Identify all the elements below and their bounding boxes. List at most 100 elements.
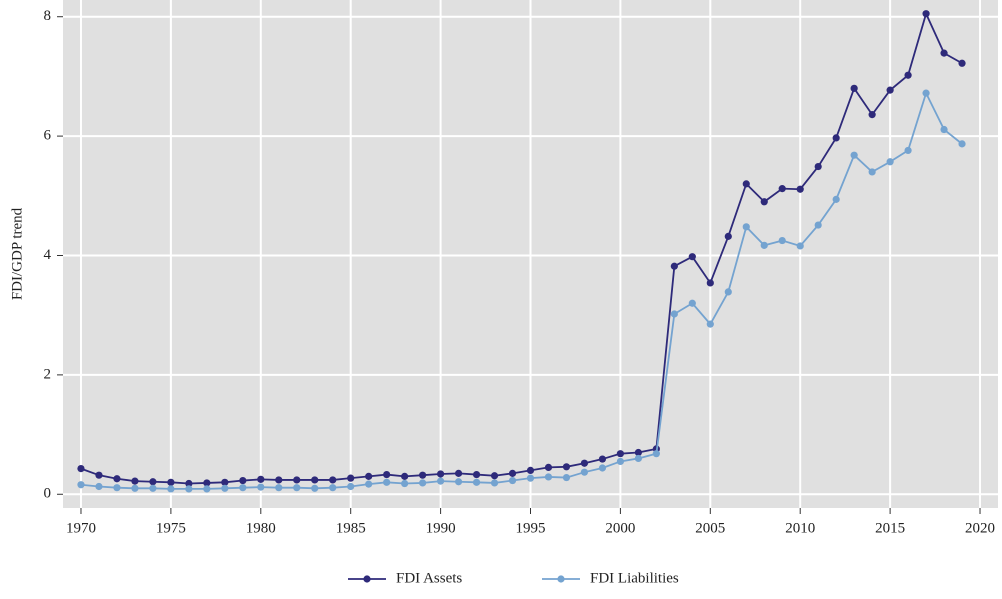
data-point xyxy=(275,484,283,492)
data-point xyxy=(436,477,445,485)
x-tick-label: 2020 xyxy=(965,520,995,536)
data-point xyxy=(706,279,714,287)
data-point xyxy=(95,482,103,491)
data-point xyxy=(922,89,930,97)
data-point xyxy=(419,479,427,487)
data-point xyxy=(850,84,858,92)
data-point xyxy=(958,59,966,67)
data-point xyxy=(365,480,373,488)
data-point xyxy=(221,478,229,486)
data-point xyxy=(922,10,930,18)
data-point xyxy=(185,485,193,493)
data-point xyxy=(778,185,786,193)
y-tick-label: 6 xyxy=(44,128,52,144)
data-point xyxy=(940,125,948,134)
data-point xyxy=(598,455,607,463)
y-axis-label: FDI/GDP trend xyxy=(9,207,25,300)
data-point xyxy=(203,479,211,487)
data-point xyxy=(562,463,571,471)
data-point xyxy=(526,474,535,482)
data-point xyxy=(311,476,319,484)
data-point xyxy=(652,450,660,458)
data-point xyxy=(257,475,265,483)
data-point xyxy=(419,471,427,479)
data-point xyxy=(886,158,894,166)
data-point xyxy=(508,469,517,477)
data-point xyxy=(940,49,948,57)
data-point xyxy=(454,478,463,486)
data-point xyxy=(706,320,714,328)
data-point xyxy=(688,299,696,307)
data-point xyxy=(832,195,840,203)
data-point xyxy=(544,473,553,481)
data-point xyxy=(688,253,696,261)
data-point xyxy=(796,242,804,250)
data-point xyxy=(203,485,211,493)
data-point xyxy=(113,475,121,483)
data-point xyxy=(167,478,175,486)
data-point xyxy=(742,223,750,231)
data-point xyxy=(167,485,175,493)
data-point xyxy=(868,168,876,176)
data-point xyxy=(724,232,732,240)
data-point xyxy=(634,448,642,457)
data-point xyxy=(401,479,409,488)
data-point xyxy=(742,180,750,188)
x-tick-label: 2005 xyxy=(695,520,725,536)
data-point xyxy=(329,484,337,492)
data-point xyxy=(365,472,373,480)
data-point xyxy=(670,310,678,318)
data-point xyxy=(796,185,804,193)
data-point xyxy=(526,466,535,474)
x-tick-label: 1990 xyxy=(426,520,456,536)
data-point xyxy=(778,236,786,245)
x-tick-label: 2010 xyxy=(785,520,815,536)
data-point xyxy=(383,478,391,486)
data-point xyxy=(77,465,85,473)
data-point xyxy=(329,476,337,484)
data-point xyxy=(814,162,822,171)
y-tick-label: 0 xyxy=(44,486,52,502)
data-point xyxy=(257,483,265,491)
data-point xyxy=(760,241,768,249)
data-point xyxy=(562,473,571,482)
data-point xyxy=(472,478,481,486)
data-point xyxy=(670,262,678,270)
x-tick-label: 2015 xyxy=(875,520,905,536)
data-point xyxy=(221,484,229,492)
data-point xyxy=(293,476,301,484)
y-tick-label: 4 xyxy=(44,247,52,263)
data-point xyxy=(77,481,85,489)
data-point xyxy=(616,450,625,458)
y-tick-label: 8 xyxy=(44,8,52,24)
data-point xyxy=(598,464,607,472)
data-point xyxy=(239,476,247,485)
data-point xyxy=(580,468,589,476)
data-point xyxy=(131,477,139,485)
data-point xyxy=(454,469,463,477)
legend-label: FDI Assets xyxy=(396,570,462,586)
x-tick-label: 1985 xyxy=(336,520,366,536)
data-point xyxy=(311,484,319,492)
x-tick-label: 1995 xyxy=(516,520,546,536)
data-point xyxy=(401,472,409,480)
data-point xyxy=(490,479,499,487)
data-point xyxy=(508,476,517,485)
data-point xyxy=(149,478,157,486)
x-tick-label: 1980 xyxy=(246,520,276,536)
data-point xyxy=(347,482,355,491)
data-point xyxy=(904,71,912,79)
data-point xyxy=(634,454,642,463)
data-point xyxy=(958,140,966,148)
data-point xyxy=(275,476,283,484)
data-point xyxy=(436,470,445,478)
legend-label: FDI Liabilities xyxy=(590,570,679,586)
data-point xyxy=(580,459,589,467)
data-point xyxy=(832,134,840,142)
data-point xyxy=(149,484,157,492)
data-point xyxy=(239,484,247,492)
data-point xyxy=(616,457,625,466)
data-point xyxy=(383,470,391,479)
x-tick-label: 1975 xyxy=(156,520,186,536)
data-point xyxy=(904,146,912,155)
